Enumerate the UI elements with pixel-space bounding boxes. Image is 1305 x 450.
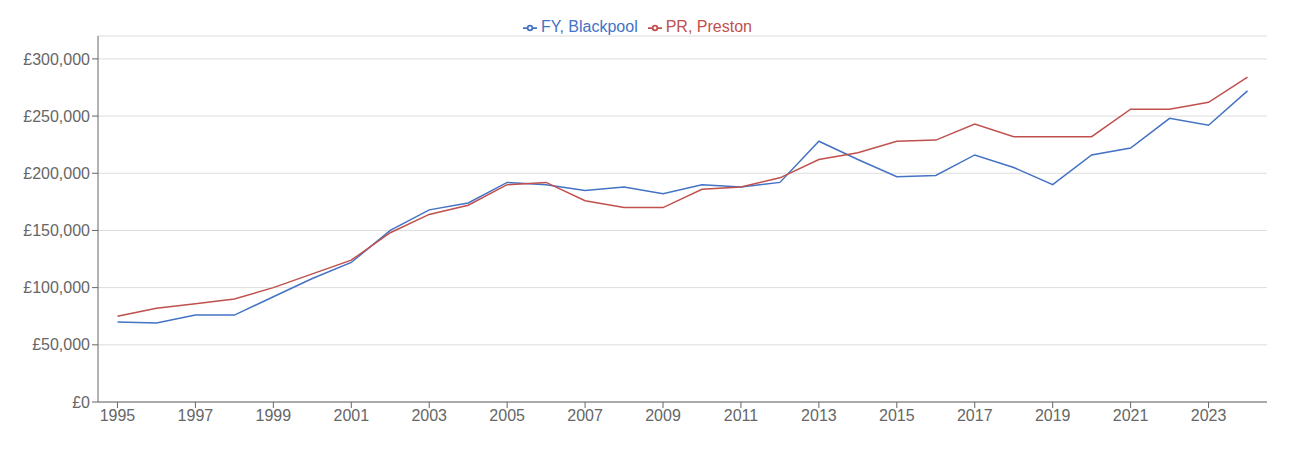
svg-text:£250,000: £250,000 [23,108,90,125]
svg-text:£50,000: £50,000 [32,336,90,353]
svg-text:2007: 2007 [567,407,603,424]
svg-text:£300,000: £300,000 [23,51,90,68]
svg-text:£200,000: £200,000 [23,165,90,182]
svg-text:2011: 2011 [724,407,759,424]
svg-text:2005: 2005 [489,407,525,424]
svg-text:1999: 1999 [256,407,292,424]
svg-text:2023: 2023 [1191,407,1227,424]
svg-text:£0: £0 [72,394,90,411]
html-text:PR, Preston: PR, Preston [665,18,752,35]
svg-text:£150,000: £150,000 [23,222,90,239]
svg-text:2017: 2017 [957,407,993,424]
svg-text:2003: 2003 [411,407,447,424]
svg-text:2015: 2015 [879,407,915,424]
svg-text:2009: 2009 [645,407,681,424]
svg-text:2001: 2001 [333,407,369,424]
svg-text:2013: 2013 [801,407,837,424]
svg-text:1997: 1997 [178,407,214,424]
svg-text:£100,000: £100,000 [23,279,90,296]
svg-text:2019: 2019 [1035,407,1071,424]
svg-text:2021: 2021 [1113,407,1149,424]
svg-text:1995: 1995 [100,407,136,424]
html-text:FY, Blackpool: FY, Blackpool [541,18,638,35]
